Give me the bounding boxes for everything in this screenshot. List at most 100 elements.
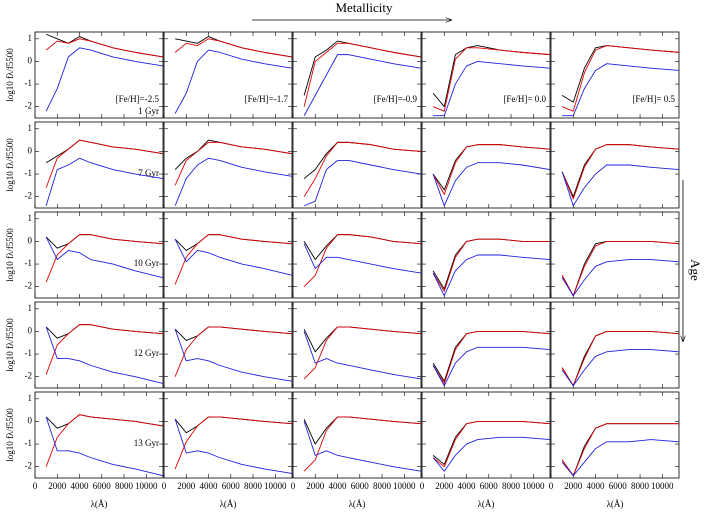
panel-frame (421, 301, 551, 389)
panel-frame (163, 211, 293, 299)
x-tick-label: 8000 (502, 481, 521, 491)
panel-frame (550, 301, 680, 389)
x-tick-label: 2000 (435, 481, 454, 491)
panel-frame (34, 211, 164, 299)
spectrum-line (45, 234, 164, 283)
y-tick-label: 0 (28, 415, 33, 425)
spectrum-line (303, 40, 422, 96)
spectrum-line (561, 330, 680, 387)
panel-frame (550, 31, 680, 119)
age-label: 12 Gyr (134, 348, 159, 358)
x-tick-label: 10000 (522, 481, 545, 491)
spectrum-line (433, 60, 551, 117)
panel-frame (550, 211, 680, 299)
spectrum-line (432, 162, 551, 207)
spectrum-line (561, 330, 680, 387)
spectrum-line (174, 416, 293, 434)
age-label: 10 Gyr (134, 258, 159, 268)
spectrum-line (45, 38, 164, 58)
spectrum-line (432, 420, 551, 468)
age-label: 13 Gyr (134, 438, 159, 448)
spectrum-line (303, 234, 422, 287)
x-tick-label: 6000 (609, 481, 628, 491)
panel-frame (163, 301, 293, 389)
x-tick-label: 10000 (393, 481, 416, 491)
metallicity-label: [Fe/H]= 0.5 (632, 94, 675, 104)
spectrum-line (303, 416, 422, 472)
panel-frame (292, 301, 422, 389)
y-axis-label: log10 fλ/f5500 (5, 228, 15, 282)
spectrum-line (432, 254, 551, 297)
x-tick-label: 0 (162, 481, 167, 491)
x-tick-label: 4000 (458, 481, 477, 491)
spectrum-line (432, 420, 551, 465)
x-tick-label: 8000 (373, 481, 392, 491)
spectrum-line (45, 47, 164, 112)
panel-frame (292, 391, 422, 479)
panel-frame (34, 301, 164, 389)
y-axis-label: log10 fλ/f5500 (5, 138, 15, 192)
metallicity-label: [Fe/H]=-0.9 (374, 94, 418, 104)
x-tick-label: 2000 (48, 481, 67, 491)
spectrum-line (303, 243, 422, 274)
y-tick-label: -2 (25, 461, 33, 471)
y-axis-label: log10 fλ/f5500 (5, 48, 15, 102)
panel-frame (163, 121, 293, 209)
spectrum-line (432, 238, 550, 292)
y-tick-label: 1 (28, 213, 33, 223)
spectrum-line (174, 238, 293, 276)
x-tick-label: 8000 (244, 481, 263, 491)
spectrum-line (561, 45, 680, 112)
spectrum-line (303, 326, 422, 353)
y-tick-label: -1 (25, 78, 33, 88)
spectrum-line (303, 234, 422, 260)
spectrum-line (303, 421, 422, 472)
x-tick-label: 2000 (564, 481, 583, 491)
spectrum-line (303, 54, 422, 116)
x-tick-label: 4000 (200, 481, 219, 491)
panel-frame (550, 391, 680, 479)
y-tick-label: -1 (25, 348, 33, 358)
spectrum-line (174, 326, 293, 341)
spectrum-line (45, 324, 164, 339)
spectrum-line (174, 49, 293, 114)
metallicity-label: [Fe/H]=-2.5 (116, 94, 160, 104)
panel-frame (292, 121, 422, 209)
spectrum-line (174, 329, 293, 382)
spectrum-line (303, 42, 422, 107)
spectrum-line (432, 144, 551, 191)
column-label: Metallicity (335, 0, 393, 15)
x-tick-label: 4000 (71, 481, 90, 491)
age-label: 7 Gyr (138, 168, 159, 178)
x-tick-label: 4000 (329, 481, 348, 491)
spectrum-line (432, 144, 551, 195)
metallicity-label: [Fe/H]=-1.7 (245, 94, 289, 104)
spectrum-line (174, 419, 293, 474)
spectrum-line (432, 47, 551, 112)
panel-frame (421, 211, 551, 299)
spectrum-line (45, 324, 164, 375)
panel-frame (292, 211, 422, 299)
x-tick-label: 2000 (306, 481, 325, 491)
x-axis-label: λ(Å) (478, 499, 495, 509)
y-tick-label: -1 (25, 438, 33, 448)
spectrum-line (561, 439, 680, 477)
x-tick-label: 10000 (651, 481, 674, 491)
spectrum-line (45, 157, 164, 206)
x-tick-label: 0 (291, 481, 296, 491)
spectrum-line (45, 139, 164, 188)
spectrum-line (174, 141, 293, 186)
x-axis-label: λ(Å) (220, 499, 237, 509)
y-tick-label: 1 (28, 123, 33, 133)
x-tick-label: 2000 (177, 481, 196, 491)
panel-frame (163, 31, 293, 119)
panel-frame (550, 121, 680, 209)
x-tick-label: 8000 (115, 481, 134, 491)
y-axis-label: log10 fλ/f5500 (5, 318, 15, 372)
spectrum-line (174, 38, 293, 58)
spectrum-line (561, 349, 680, 387)
spectrum-line (561, 164, 680, 207)
spectrum-line (174, 234, 293, 285)
spectrum-line (561, 144, 680, 198)
